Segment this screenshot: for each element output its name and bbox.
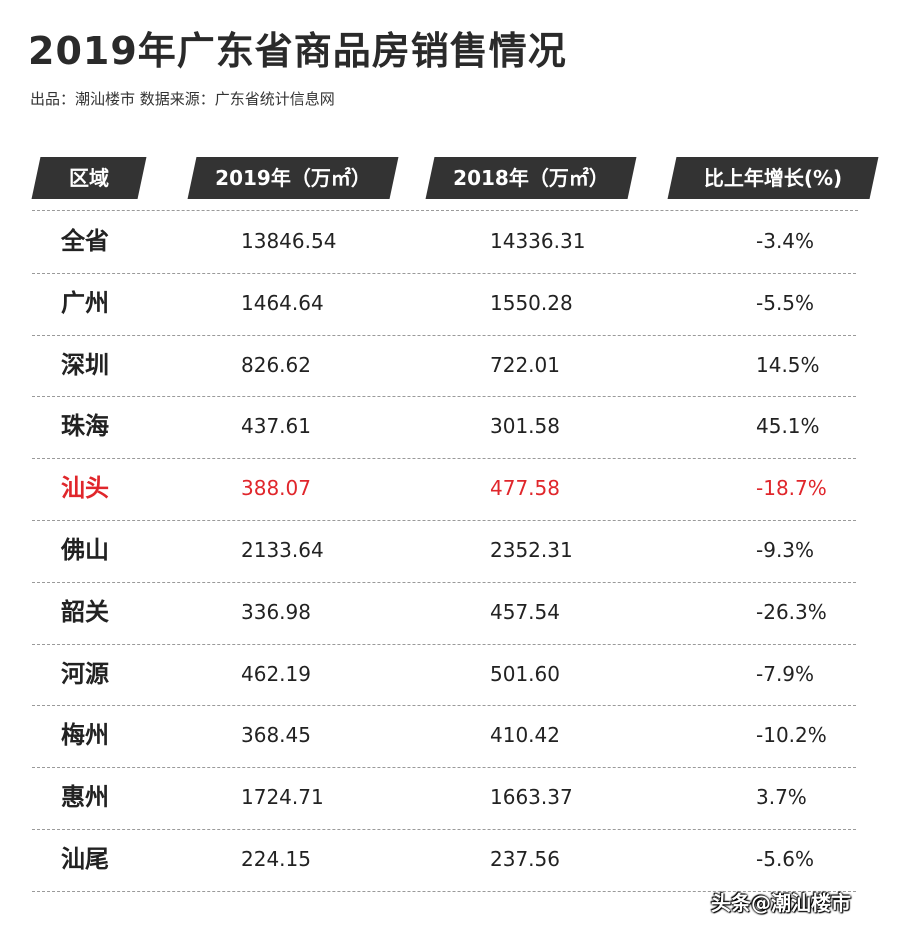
growth-cell: -5.5% xyxy=(756,291,815,315)
value-2019-cell: 336.98 xyxy=(241,600,311,624)
region-cell: 惠州 xyxy=(61,783,109,811)
value-2018-cell: 722.01 xyxy=(490,353,560,377)
value-2019-cell: 826.62 xyxy=(241,353,311,377)
header-growth: 比上年增长(%) xyxy=(667,157,879,199)
value-2019-cell: 462.19 xyxy=(241,662,311,686)
value-2019-cell: 2133.64 xyxy=(241,538,324,562)
source-line: 出品：潮汕楼市 数据来源：广东省统计信息网 xyxy=(30,90,335,108)
region-cell: 梅州 xyxy=(61,721,109,749)
value-2018-cell: 1663.37 xyxy=(490,785,573,809)
value-2019-cell: 1724.71 xyxy=(241,785,324,809)
region-cell: 汕尾 xyxy=(61,845,109,873)
region-cell: 深圳 xyxy=(61,351,109,379)
table-row: 汕头 388.07 477.58 -18.7% xyxy=(0,458,900,519)
value-2019-cell: 1464.64 xyxy=(241,291,324,315)
row-divider xyxy=(32,644,856,645)
growth-cell: -26.3% xyxy=(756,600,827,624)
header-region: 区域 xyxy=(31,157,147,199)
growth-cell: 3.7% xyxy=(756,785,807,809)
value-2018-cell: 301.58 xyxy=(490,414,560,438)
row-divider xyxy=(32,767,856,768)
region-cell: 韶关 xyxy=(61,598,109,626)
value-2018-cell: 1550.28 xyxy=(490,291,573,315)
value-2019-cell: 224.15 xyxy=(241,847,311,871)
table-row: 全省 13846.54 14336.31 -3.4% xyxy=(0,211,900,272)
table-row: 汕尾 224.15 237.56 -5.6% xyxy=(0,829,900,890)
growth-cell: -5.6% xyxy=(756,847,815,871)
growth-cell: 45.1% xyxy=(756,414,820,438)
row-divider xyxy=(32,520,856,521)
table-row: 河源 462.19 501.60 -7.9% xyxy=(0,644,900,705)
value-2019-cell: 437.61 xyxy=(241,414,311,438)
row-divider xyxy=(32,458,856,459)
value-2019-cell: 388.07 xyxy=(241,476,311,500)
header-2018: 2018年（万㎡） xyxy=(425,157,637,199)
region-cell: 河源 xyxy=(61,660,109,688)
region-cell: 全省 xyxy=(61,227,109,255)
growth-cell: -7.9% xyxy=(756,662,815,686)
table-row: 韶关 336.98 457.54 -26.3% xyxy=(0,582,900,643)
table-row: 惠州 1724.71 1663.37 3.7% xyxy=(0,767,900,828)
table-row: 梅州 368.45 410.42 -10.2% xyxy=(0,705,900,766)
value-2019-cell: 368.45 xyxy=(241,723,311,747)
row-divider xyxy=(32,396,856,397)
value-2018-cell: 14336.31 xyxy=(490,229,586,253)
region-cell: 汕头 xyxy=(61,474,109,502)
table-top-divider xyxy=(32,210,858,211)
row-divider xyxy=(32,582,856,583)
region-cell: 珠海 xyxy=(61,412,109,440)
table-row: 广州 1464.64 1550.28 -5.5% xyxy=(0,273,900,334)
row-divider xyxy=(32,891,856,892)
header-2018-label: 2018年（万㎡） xyxy=(453,166,609,190)
value-2019-cell: 13846.54 xyxy=(241,229,337,253)
header-region-label: 区域 xyxy=(69,166,109,190)
value-2018-cell: 410.42 xyxy=(490,723,560,747)
value-2018-cell: 501.60 xyxy=(490,662,560,686)
page-title: 2019年广东省商品房销售情况 xyxy=(28,29,567,73)
region-cell: 广州 xyxy=(61,289,109,317)
row-divider xyxy=(32,335,856,336)
table-row: 深圳 826.62 722.01 14.5% xyxy=(0,335,900,396)
growth-cell: -3.4% xyxy=(756,229,815,253)
row-divider xyxy=(32,705,856,706)
growth-cell: -9.3% xyxy=(756,538,815,562)
header-2019-label: 2019年（万㎡） xyxy=(215,166,371,190)
value-2018-cell: 237.56 xyxy=(490,847,560,871)
table-row: 珠海 437.61 301.58 45.1% xyxy=(0,396,900,457)
region-cell: 佛山 xyxy=(61,536,109,564)
value-2018-cell: 477.58 xyxy=(490,476,560,500)
watermark: 头条@潮汕楼市 xyxy=(711,891,851,915)
growth-cell: -10.2% xyxy=(756,723,827,747)
header-growth-label: 比上年增长(%) xyxy=(703,166,843,190)
table-row: 佛山 2133.64 2352.31 -9.3% xyxy=(0,520,900,581)
growth-cell: -18.7% xyxy=(756,476,827,500)
header-2019: 2019年（万㎡） xyxy=(187,157,399,199)
growth-cell: 14.5% xyxy=(756,353,820,377)
row-divider xyxy=(32,273,856,274)
row-divider xyxy=(32,829,856,830)
value-2018-cell: 457.54 xyxy=(490,600,560,624)
value-2018-cell: 2352.31 xyxy=(490,538,573,562)
